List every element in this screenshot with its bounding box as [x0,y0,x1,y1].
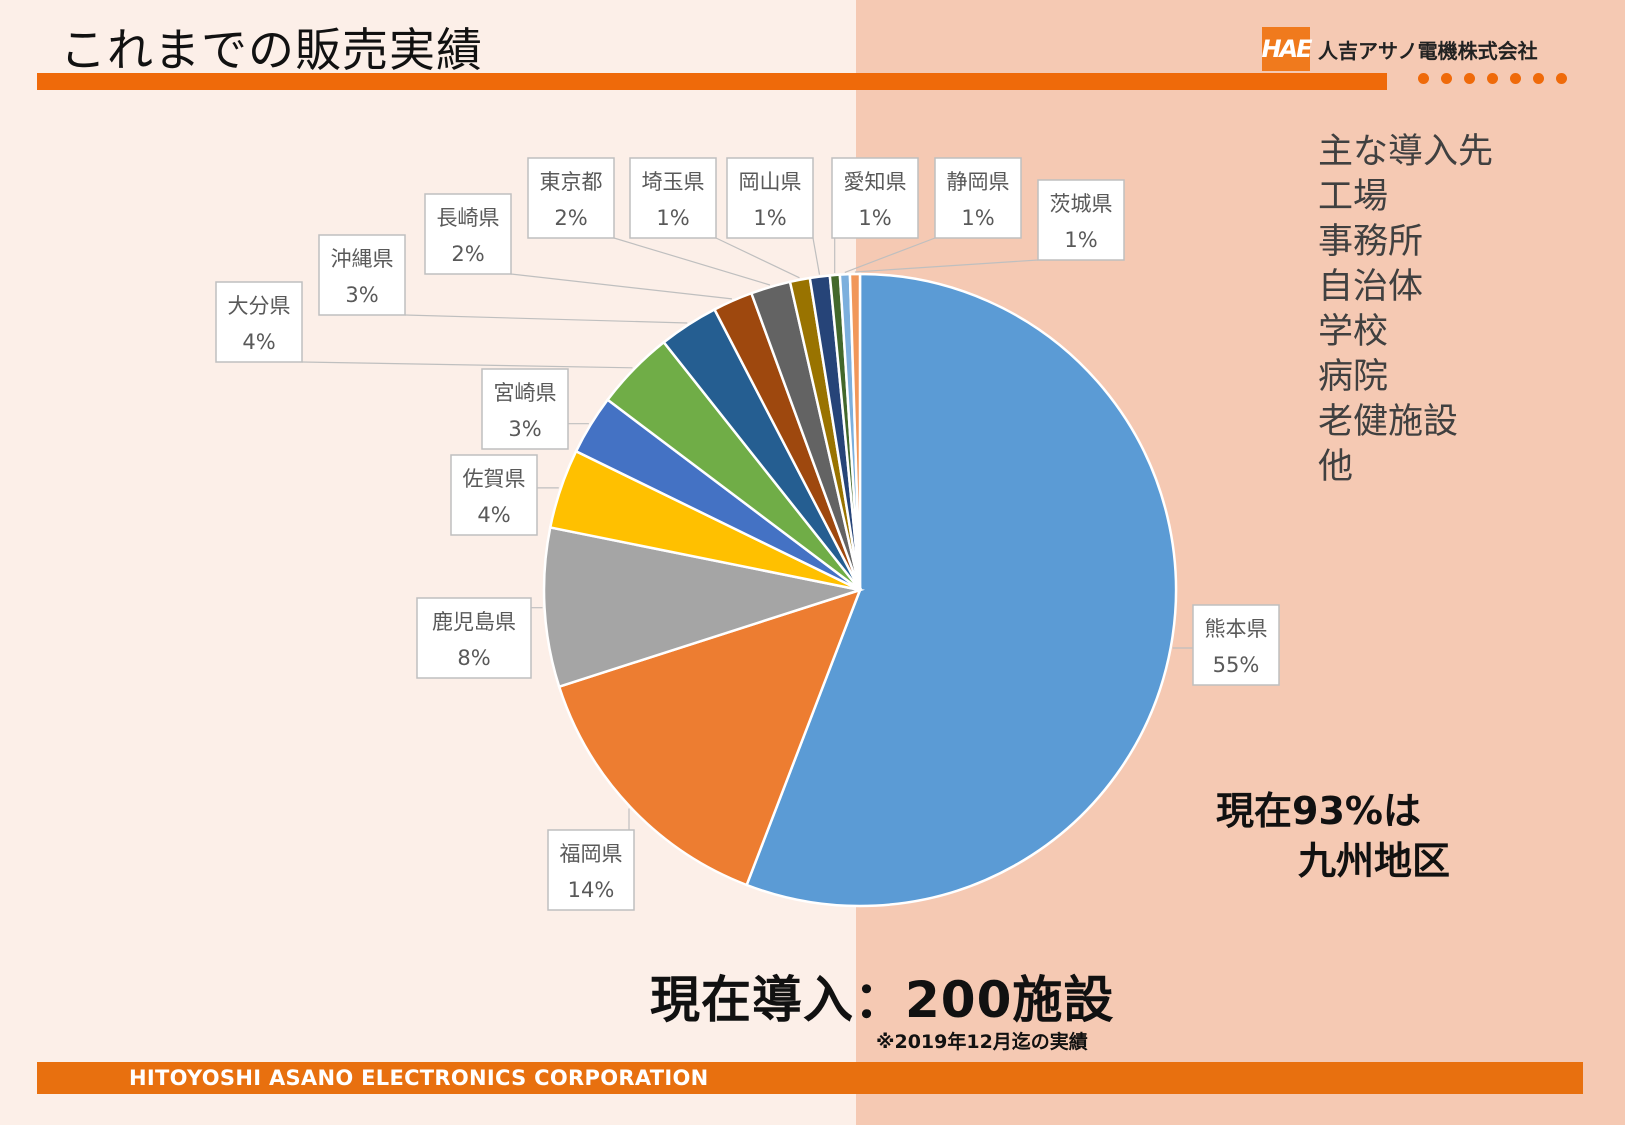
callout-box [318,234,406,316]
company-name: 人吉アサノ電機株式会社 [1318,38,1538,63]
callout-box [450,454,538,536]
leader-line [715,237,800,279]
callout-box [831,157,919,239]
callout-box [934,157,1022,239]
facility-item: 学校 [1318,312,1389,352]
facility-item: 他 [1318,447,1354,487]
leader-line [812,237,821,275]
leader-line [844,237,936,273]
facility-list: 主な導入先 工場 事務所 自治体 学校 病院 老健施設 他 [1318,130,1493,490]
slice-label: 岡山県 [739,170,802,194]
callout-box [527,157,615,239]
slice-value-label: 1% [961,206,994,230]
slice-value-label: 1% [656,206,689,230]
callout-box [1192,604,1280,686]
facility-item: 老健施設 [1318,402,1459,442]
decorative-dots [1418,73,1579,84]
callout-box [424,193,512,275]
footer-company: HITOYOSHI ASANO ELECTRONICS CORPORATION [129,1066,709,1090]
slice-value-label: 14% [568,878,615,902]
slice-label: 長崎県 [437,206,500,230]
slice-label: 鹿児島県 [432,610,516,634]
slice-label: 大分県 [228,294,291,318]
facility-item: 事務所 [1318,222,1424,262]
leader-line [301,361,633,369]
pie-slice [542,525,865,689]
callout-box [1037,179,1125,261]
slice-value-label: 3% [508,417,541,441]
leader-line [613,237,771,286]
slice-value-label: 55% [1213,653,1260,677]
slice-value-label: 3% [345,283,378,307]
facility-item: 病院 [1318,357,1389,397]
callout-box [547,829,635,911]
slice-label: 福岡県 [560,842,623,866]
callout-box [726,157,814,239]
facility-item: 工場 [1318,177,1389,217]
slice-label: 東京都 [540,170,603,194]
slice-label: 愛知県 [844,170,907,194]
slice-label: 宮崎県 [494,381,557,405]
slice-value-label: 2% [554,206,587,230]
slice-value-label: 1% [1064,228,1097,252]
total-installations: 現在導入：200施設 [650,971,1115,1029]
slice-label: 埼玉県 [642,170,705,194]
slice-value-label: 1% [858,206,891,230]
pie-slice [745,272,1178,908]
leader-line [854,259,1039,273]
kyushu-callout: 現在93%は 九州地区 [1216,786,1450,886]
slice-value-label: 4% [242,330,275,354]
kyushu-line-1: 現在93%は [1216,789,1421,833]
slice-label: 沖縄県 [331,247,394,271]
slice-value-label: 8% [457,646,490,670]
callout-box [481,368,569,450]
kyushu-line-2: 九州地区 [1298,839,1451,883]
leader-line [510,273,732,300]
footnote: ※2019年12月迄の実績 [876,1031,1088,1053]
callout-box [629,157,717,239]
slice-label: 熊本県 [1205,617,1268,641]
leader-line [404,314,688,324]
slice-label: 佐賀県 [463,467,526,491]
footer-bar: HITOYOSHI ASANO ELECTRONICS CORPORATION [37,1062,1583,1094]
logo-mark-icon: HAE [1261,27,1313,71]
callout-box [416,597,532,679]
slice-label: 静岡県 [947,170,1010,194]
slice-label: 茨城県 [1050,192,1113,216]
page-title: これまでの販売実績 [60,23,483,77]
company-logo: HAE 人吉アサノ電機株式会社 [1261,27,1538,71]
slice-value-label: 2% [451,242,484,266]
pie-slice [848,272,862,591]
slice-value-label: 1% [753,206,786,230]
facility-heading: 主な導入先 [1318,132,1494,172]
title-underline [37,73,1387,90]
callout-box [215,281,303,363]
facility-item: 自治体 [1318,267,1424,307]
slice-value-label: 4% [477,503,510,527]
